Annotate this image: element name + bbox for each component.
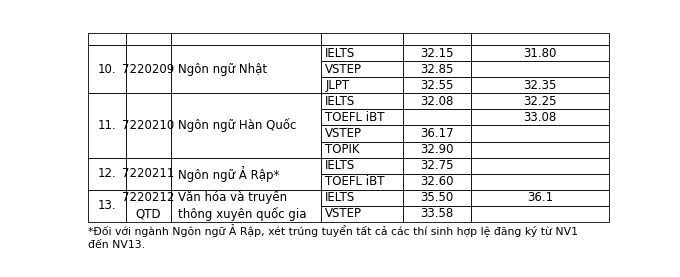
- Text: 32.75: 32.75: [420, 159, 454, 172]
- Text: Ngôn ngữ Nhật: Ngôn ngữ Nhật: [178, 63, 267, 76]
- Text: IELTS: IELTS: [325, 95, 356, 108]
- Bar: [403, 206, 471, 222]
- Bar: [88, 158, 126, 190]
- Text: Văn hóa và truyền
thông xuyên quốc gia: Văn hóa và truyền thông xuyên quốc gia: [178, 190, 307, 222]
- Bar: [403, 142, 471, 158]
- Bar: [403, 33, 471, 45]
- Text: TOPIK: TOPIK: [325, 143, 360, 156]
- Bar: [471, 206, 609, 222]
- Text: 32.90: 32.90: [420, 143, 454, 156]
- Bar: [321, 125, 403, 142]
- Bar: [321, 61, 403, 77]
- Bar: [88, 45, 126, 93]
- Bar: [171, 33, 321, 45]
- Text: 32.55: 32.55: [420, 79, 454, 92]
- Bar: [126, 190, 171, 222]
- Bar: [126, 93, 171, 158]
- Bar: [471, 45, 609, 61]
- Bar: [321, 109, 403, 125]
- Bar: [471, 61, 609, 77]
- Bar: [403, 45, 471, 61]
- Bar: [88, 33, 126, 45]
- Bar: [321, 158, 403, 174]
- Text: 11.: 11.: [97, 119, 116, 132]
- Text: 32.35: 32.35: [524, 79, 557, 92]
- Bar: [171, 158, 321, 190]
- Bar: [321, 206, 403, 222]
- Bar: [471, 190, 609, 206]
- Bar: [471, 158, 609, 174]
- Text: 7220211: 7220211: [122, 167, 175, 180]
- Text: 32.25: 32.25: [524, 95, 557, 108]
- Bar: [403, 77, 471, 93]
- Text: 7220212
QTD: 7220212 QTD: [122, 191, 175, 220]
- Bar: [403, 61, 471, 77]
- Text: 36.1: 36.1: [527, 191, 553, 204]
- Text: 13.: 13.: [97, 199, 116, 212]
- Text: VSTEP: VSTEP: [325, 127, 362, 140]
- Bar: [321, 77, 403, 93]
- Bar: [403, 109, 471, 125]
- Bar: [471, 93, 609, 109]
- Bar: [171, 190, 321, 222]
- Bar: [88, 93, 126, 158]
- Bar: [321, 190, 403, 206]
- Bar: [403, 93, 471, 109]
- Bar: [126, 45, 171, 93]
- Text: 32.85: 32.85: [420, 63, 454, 76]
- Bar: [126, 33, 171, 45]
- Bar: [321, 45, 403, 61]
- Bar: [403, 125, 471, 142]
- Bar: [403, 158, 471, 174]
- Text: 32.08: 32.08: [420, 95, 454, 108]
- Text: 7220209: 7220209: [122, 63, 175, 76]
- Text: VSTEP: VSTEP: [325, 207, 362, 220]
- Bar: [471, 125, 609, 142]
- Text: *Đối với ngành Ngôn ngữ Ả Rập, xét trúng tuyển tất cả các thí sinh hợp lệ đăng k: *Đối với ngành Ngôn ngữ Ả Rập, xét trúng…: [88, 224, 577, 250]
- Text: 33.08: 33.08: [524, 111, 557, 124]
- Text: IELTS: IELTS: [325, 191, 356, 204]
- Text: 12.: 12.: [97, 167, 116, 180]
- Bar: [126, 158, 171, 190]
- Bar: [471, 109, 609, 125]
- Bar: [471, 77, 609, 93]
- Text: Ngôn ngữ Hàn Quốc: Ngôn ngữ Hàn Quốc: [178, 119, 296, 132]
- Bar: [403, 174, 471, 190]
- Text: IELTS: IELTS: [325, 47, 356, 60]
- Text: 33.58: 33.58: [420, 207, 454, 220]
- Bar: [321, 33, 403, 45]
- Text: Ngôn ngữ Ả Rập*: Ngôn ngữ Ả Rập*: [178, 166, 279, 182]
- Text: VSTEP: VSTEP: [325, 63, 362, 76]
- Text: 35.50: 35.50: [420, 191, 454, 204]
- Text: 32.15: 32.15: [420, 47, 454, 60]
- Bar: [88, 190, 126, 222]
- Text: JLPT: JLPT: [325, 79, 350, 92]
- Text: 31.80: 31.80: [524, 47, 557, 60]
- Bar: [471, 33, 609, 45]
- Bar: [471, 174, 609, 190]
- Bar: [321, 142, 403, 158]
- Bar: [171, 45, 321, 93]
- Bar: [321, 174, 403, 190]
- Text: 32.60: 32.60: [420, 175, 454, 188]
- Text: 7220210: 7220210: [122, 119, 175, 132]
- Text: 36.17: 36.17: [420, 127, 454, 140]
- Text: TOEFL iBT: TOEFL iBT: [325, 111, 385, 124]
- Bar: [403, 190, 471, 206]
- Bar: [321, 93, 403, 109]
- Text: 10.: 10.: [97, 63, 116, 76]
- Bar: [471, 142, 609, 158]
- Text: TOEFL iBT: TOEFL iBT: [325, 175, 385, 188]
- Text: IELTS: IELTS: [325, 159, 356, 172]
- Bar: [171, 93, 321, 158]
